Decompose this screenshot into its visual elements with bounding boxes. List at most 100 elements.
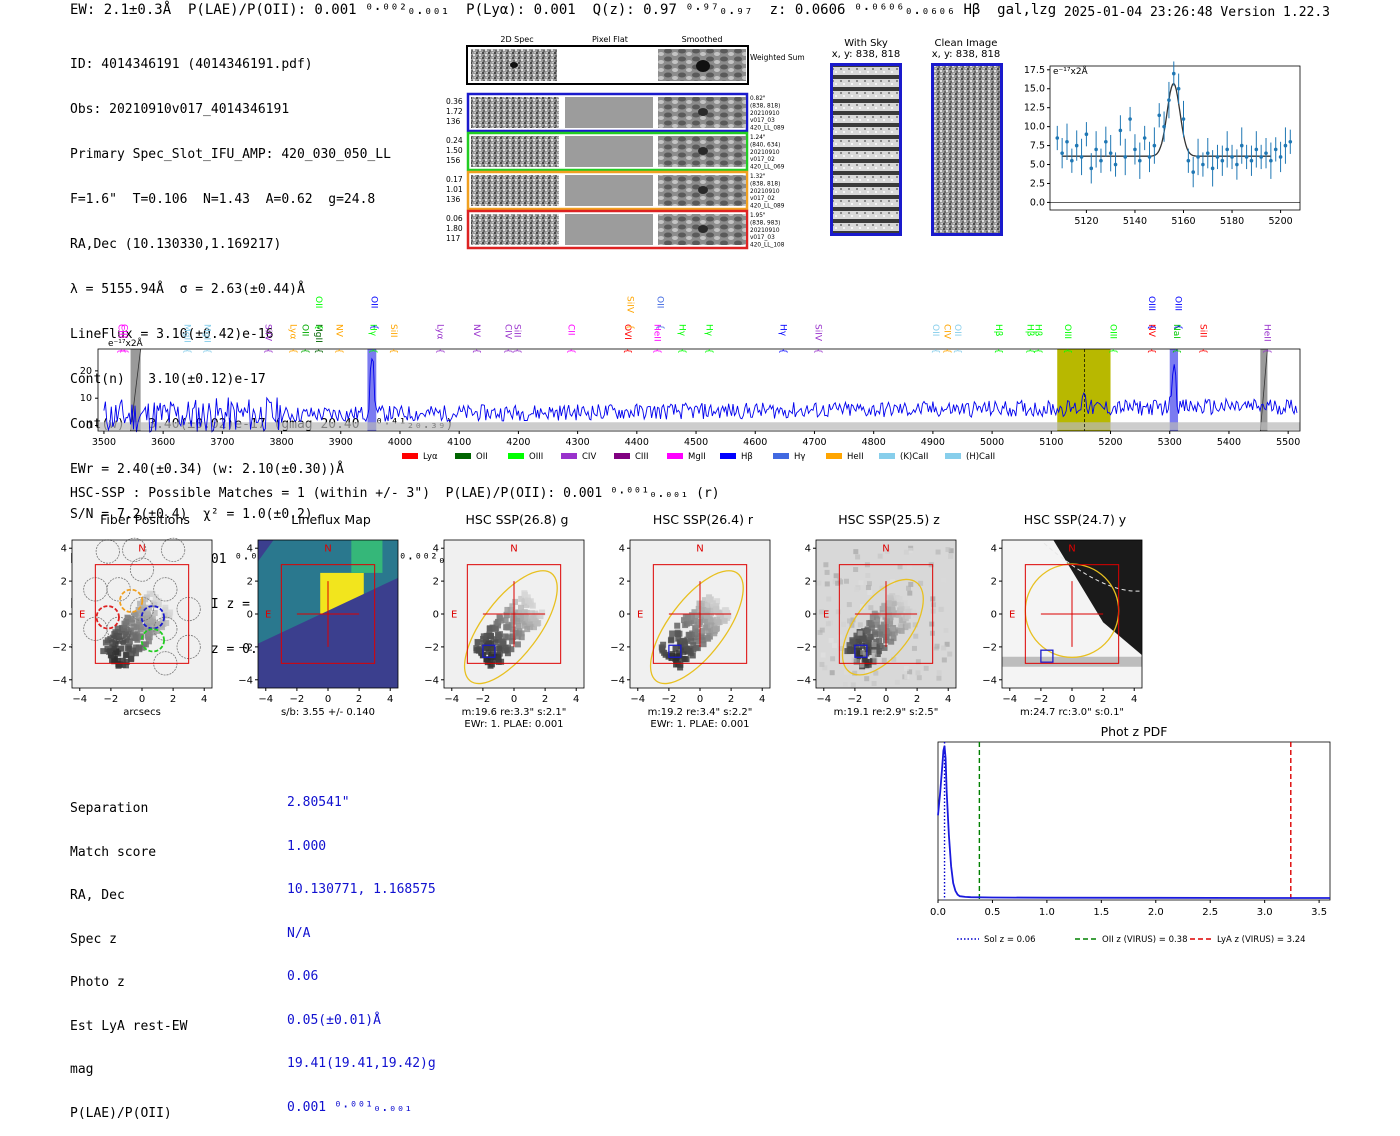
- legend-label: OII: [476, 452, 488, 462]
- stamp-xtick-label: 0: [883, 694, 889, 705]
- fit-data-point: [1133, 147, 1137, 152]
- noise-pixel: [842, 681, 848, 687]
- galaxy-pixel: [151, 609, 158, 616]
- stamp-caption: m:19.1 re:2.9" s:2.5": [834, 707, 939, 718]
- galaxy-pixel: [524, 597, 531, 604]
- fit-ytick-label: 2.5: [1030, 178, 1045, 189]
- stamp-xtick-label: 2: [728, 694, 734, 705]
- stamp-xtick-label: 0: [511, 694, 517, 705]
- galaxy-pixel: [487, 625, 494, 632]
- galaxy-pixel: [709, 604, 716, 611]
- emission-line-brace: {: [655, 324, 665, 330]
- noise-pixel: [853, 567, 859, 573]
- noise-pixel: [891, 601, 897, 607]
- noise-pixel: [833, 573, 839, 579]
- galaxy-pixel: [537, 613, 544, 620]
- galaxy-pixel: [868, 624, 875, 631]
- emission-line-label: SiIV: [813, 324, 823, 342]
- galaxy-pixel: [876, 637, 883, 644]
- galaxy-pixel: [108, 640, 115, 647]
- galaxy-pixel: [149, 622, 156, 629]
- emission-line-brace: {: [434, 348, 444, 354]
- noise-pixel: [853, 549, 859, 555]
- stamp-xtick-label: 4: [1131, 694, 1137, 705]
- cutout-2d: [471, 97, 559, 128]
- cutout-right-info: 0.82": [750, 96, 766, 102]
- cutout-right-info: 1.32": [750, 174, 766, 180]
- cutout-right-info: (838, 818): [750, 181, 780, 187]
- galaxy-pixel: [703, 612, 710, 619]
- north-label: N: [1068, 544, 1075, 555]
- galaxy-pixel: [102, 639, 109, 646]
- noise-pixel: [936, 675, 942, 681]
- cutout-frame: [466, 209, 749, 250]
- noise-pixel: [929, 621, 935, 627]
- pdf-axes-frame: [937, 741, 1331, 901]
- spectrum-xtick-label: 5400: [1217, 437, 1241, 448]
- noise-pixel: [879, 585, 885, 591]
- galaxy-pixel: [692, 626, 699, 633]
- galaxy-pixel: [111, 635, 118, 642]
- with-sky-subtitle: x, y: 838, 818: [831, 49, 901, 60]
- galaxy-pixel: [144, 609, 151, 616]
- stamp-ytick-label: 4: [247, 544, 253, 555]
- fit-data-point: [1089, 166, 1094, 171]
- stamp-image: N E 4 −4 2 −2 0 0 −2 2 −4 4 m:19.6 re:3.3" s:2.1"EWr…: [424, 539, 585, 730]
- emission-line-brace: {: [1261, 348, 1271, 354]
- match-label: Photo z: [70, 975, 125, 990]
- stamp-caption: s/b: 3.55 +/- 0.140: [281, 707, 375, 718]
- noise-pixel: [825, 621, 831, 627]
- galaxy-pixel: [709, 607, 716, 614]
- galaxy-pixel: [124, 645, 131, 652]
- fit-scale-label: e⁻¹⁷x2Å: [1053, 65, 1089, 77]
- stamp-ytick-label: −2: [52, 642, 67, 653]
- fit-data-point: [1094, 147, 1098, 152]
- noise-pixel: [852, 670, 858, 676]
- cutout-2d: [471, 136, 559, 167]
- match-value: N/A: [287, 925, 311, 941]
- galaxy-pixel: [681, 656, 688, 663]
- galaxy-pixel: [872, 644, 879, 651]
- emission-line-brace: {: [1171, 348, 1181, 354]
- emission-line-label: OII: [930, 324, 940, 336]
- match-label: Separation: [70, 801, 149, 816]
- cutout-right-info: v017_02: [750, 196, 775, 202]
- galaxy-pixel: [521, 622, 528, 629]
- cutout-right-info: v017_03: [750, 235, 775, 241]
- stamp-xtick-label: −2: [476, 694, 491, 705]
- legend-swatch: [667, 453, 683, 459]
- clean-image-subtitle: x, y: 838, 818: [931, 49, 1001, 60]
- noise-pixel: [826, 596, 832, 602]
- cutout-col-title: 2D Spec: [500, 35, 533, 44]
- match-label: P(LAE)/P(OII): [70, 1105, 172, 1121]
- cutout-left-stat: 136: [446, 195, 461, 204]
- emission-line-label: Hγ: [676, 324, 686, 337]
- cutout-right-info: v017_03: [750, 118, 775, 124]
- galaxy-pixel: [503, 612, 510, 619]
- galaxy-pixel: [659, 647, 666, 654]
- galaxy-pixel: [887, 596, 894, 603]
- noise-pixel: [935, 549, 941, 555]
- imaging-stamps: Fiber Positions N E 4 −4 2 −2 0 0 −2 2 −4 4 arcsecs Li…: [0, 510, 1400, 730]
- source-box: [1040, 649, 1054, 663]
- cutout-left-stat: 0.36: [446, 97, 463, 106]
- cutout-left-stat: 1.50: [446, 146, 463, 155]
- noise-pixel: [936, 670, 942, 676]
- pdf-xtick-label: 2.0: [1148, 907, 1164, 918]
- east-label: E: [79, 609, 85, 620]
- noise-pixel: [824, 569, 830, 575]
- fit-data-point: [1065, 139, 1069, 144]
- noise-pixel: [905, 585, 911, 591]
- galaxy-pixel: [167, 609, 174, 616]
- emission-line-brace: {: [287, 348, 297, 354]
- noise-pixel: [879, 612, 885, 618]
- fit-data-point: [1055, 136, 1060, 140]
- cutout-2d: [471, 214, 559, 245]
- noise-pixel: [945, 546, 951, 552]
- flux-patch: [351, 540, 383, 573]
- galaxy-pixel: [100, 648, 107, 655]
- galaxy-pixel: [872, 631, 879, 638]
- galaxy-pixel: [534, 620, 541, 627]
- galaxy-pixel: [484, 643, 491, 650]
- spectrum-xtick-label: 5000: [980, 437, 1004, 448]
